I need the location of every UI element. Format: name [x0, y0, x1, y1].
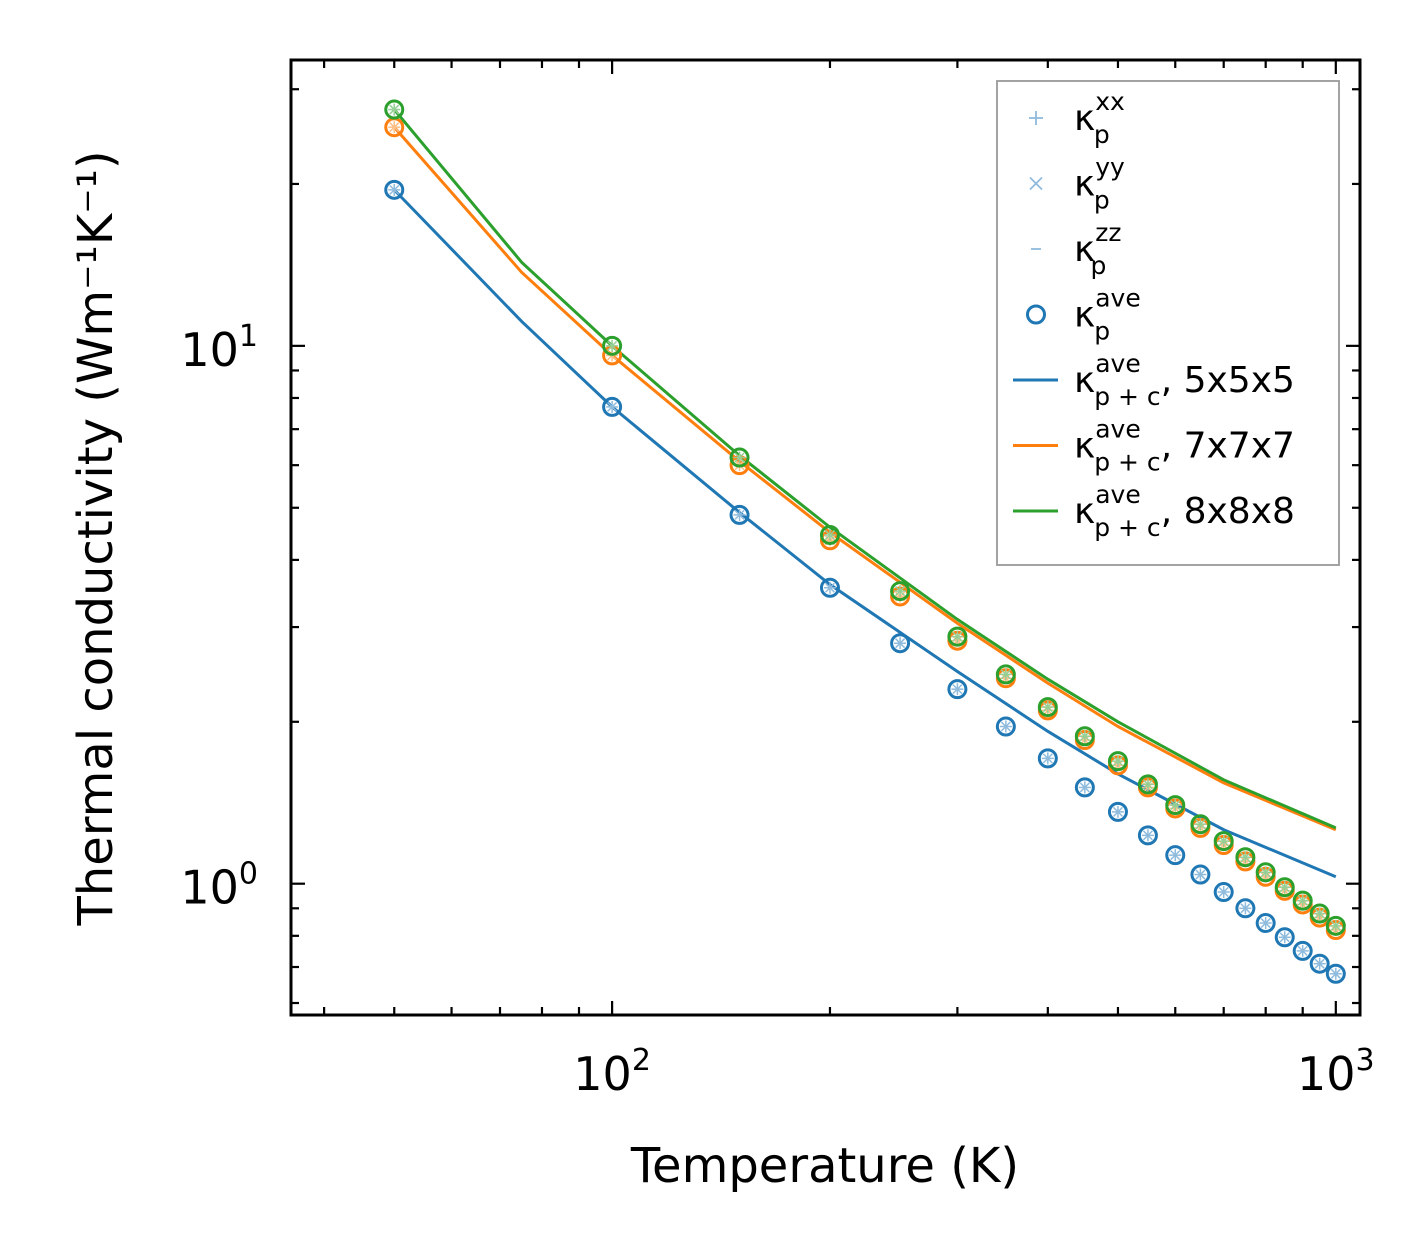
data-point: [384, 99, 405, 120]
data-point: [384, 117, 405, 138]
legend-label: κave p: [1074, 284, 1141, 346]
legend-entry: κave p + c, 7x7x7: [1013, 415, 1295, 477]
data-point: [1213, 882, 1234, 903]
scatter-series-8x8x8: [384, 99, 1346, 936]
data-point: [1107, 801, 1128, 822]
x-tick-label: 102: [573, 1043, 651, 1101]
data-point: [1274, 927, 1295, 948]
data-point: [1235, 898, 1256, 919]
y-tick-label: 100: [180, 857, 258, 915]
legend-entry: κave p + c, 8x8x8: [1013, 480, 1295, 542]
data-point: [729, 504, 750, 525]
data-point: [995, 664, 1016, 685]
data-point: [1292, 890, 1313, 911]
data-point: [819, 577, 840, 598]
legend-label: κave p + c, 7x7x7: [1074, 415, 1295, 477]
data-point: [1255, 862, 1276, 883]
data-point: [890, 633, 911, 654]
line-series-8x8x8: [393, 108, 1337, 830]
data-point: [1037, 697, 1058, 718]
legend-label: κave p + c, 8x8x8: [1074, 480, 1295, 542]
series-layer: [384, 99, 1346, 984]
legend-label: κyy p: [1074, 153, 1125, 215]
data-point: [1074, 726, 1095, 747]
data-point: [1292, 940, 1313, 961]
data-point: [947, 626, 968, 647]
data-point: [1137, 774, 1158, 795]
legend-label: κave p + c, 5x5x5: [1074, 349, 1295, 411]
scatter-series-5x5x5: [384, 179, 1346, 984]
data-point: [1107, 751, 1128, 772]
plot-frame: [289, 58, 1362, 1017]
data-point: [602, 396, 623, 417]
legend-entry: κave p: [1026, 284, 1141, 346]
data-point: [1165, 845, 1186, 866]
axes-layer: 102 103 100 101: [180, 58, 1375, 1101]
data-point: [1074, 777, 1095, 798]
data-point: [1274, 877, 1295, 898]
y-tick-label: 101: [180, 319, 258, 377]
data-point: [1309, 903, 1330, 924]
legend-label: κxx p: [1074, 87, 1125, 149]
x-axis-title: Temperature (K): [630, 1138, 1019, 1194]
x-tick-label: 103: [1297, 1043, 1375, 1101]
data-point: [819, 524, 840, 545]
data-point: [1325, 963, 1346, 984]
data-point: [1137, 825, 1158, 846]
data-point: [1213, 831, 1234, 852]
data-point: [890, 581, 911, 602]
data-point: [602, 335, 623, 356]
legend-entry: κave p + c, 5x5x5: [1013, 349, 1295, 411]
data-point: [995, 716, 1016, 737]
data-point: [947, 679, 968, 700]
data-point: [1037, 748, 1058, 769]
data-point: [384, 179, 405, 200]
data-point: [1325, 915, 1346, 936]
data-point: [1309, 953, 1330, 974]
legend-entry: κyy p: [1029, 153, 1125, 215]
line-series-7x7x7: [393, 126, 1337, 832]
data-point: [1190, 814, 1211, 835]
legend-entry: κxx p: [1029, 87, 1125, 149]
legend-label: κzz p: [1074, 218, 1121, 280]
data-point: [1255, 913, 1276, 934]
data-point: [729, 447, 750, 468]
data-point: [1235, 847, 1256, 868]
legend-entry: κzz p: [1031, 218, 1121, 280]
legend-frame: [996, 80, 1340, 566]
data-point: [1165, 795, 1186, 816]
data-point: [1190, 864, 1211, 885]
y-axis-title: Thermal conductivity (Wm⁻¹K⁻¹): [68, 150, 124, 926]
